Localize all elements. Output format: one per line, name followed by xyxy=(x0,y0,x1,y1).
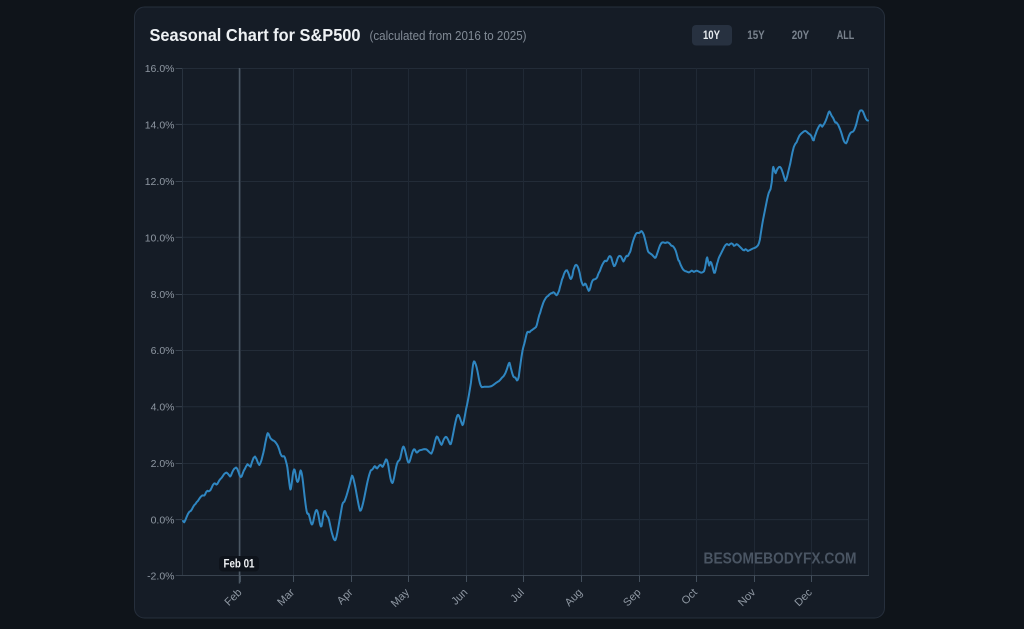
svg-text:-2.0%: -2.0% xyxy=(147,571,174,583)
svg-text:10.0%: 10.0% xyxy=(145,232,175,244)
svg-text:8.0%: 8.0% xyxy=(151,289,175,301)
svg-text:ALL: ALL xyxy=(837,30,855,42)
svg-text:15Y: 15Y xyxy=(747,30,765,42)
svg-text:14.0%: 14.0% xyxy=(145,119,175,131)
svg-text:0.0%: 0.0% xyxy=(151,515,175,527)
svg-text:4.0%: 4.0% xyxy=(151,402,175,414)
svg-text:Feb 01: Feb 01 xyxy=(224,559,256,571)
svg-text:2.0%: 2.0% xyxy=(151,458,175,470)
svg-text:6.0%: 6.0% xyxy=(151,345,175,357)
svg-text:20Y: 20Y xyxy=(792,30,810,42)
svg-text:(calculated from 2016 to 2025): (calculated from 2016 to 2025) xyxy=(370,29,527,43)
svg-text:BESOMEBODYFX.COM: BESOMEBODYFX.COM xyxy=(704,551,857,568)
svg-text:12.0%: 12.0% xyxy=(145,176,175,188)
svg-text:10Y: 10Y xyxy=(703,30,720,42)
svg-text:16.0%: 16.0% xyxy=(145,63,175,75)
svg-text:Seasonal Chart for S&P500: Seasonal Chart for S&P500 xyxy=(150,25,361,45)
